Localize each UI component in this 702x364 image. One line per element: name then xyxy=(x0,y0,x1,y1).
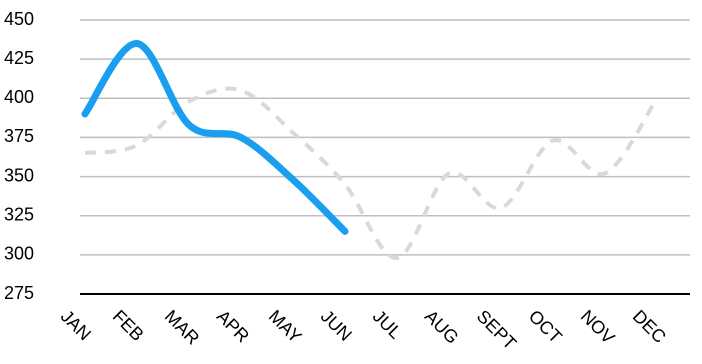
y-tick-label: 325 xyxy=(4,204,34,224)
x-tick-label: MAR xyxy=(161,306,203,348)
x-tick-label: MAY xyxy=(265,306,306,347)
line-series xyxy=(84,86,659,260)
x-tick-label: SEPT xyxy=(473,306,520,353)
x-tick-label: AUG xyxy=(421,306,463,348)
y-tick-label: 300 xyxy=(4,244,34,264)
x-tick-label: FEB xyxy=(109,306,148,345)
x-tick-label: JUN xyxy=(317,306,356,345)
y-tick-label: 350 xyxy=(4,165,34,185)
x-tick-label: APR xyxy=(213,306,253,346)
y-tick-label: 275 xyxy=(4,283,34,303)
x-tick-label: NOV xyxy=(577,306,619,348)
y-tick-label: 425 xyxy=(4,48,34,68)
x-tick-label: DEC xyxy=(629,306,670,347)
x-tick-label: JUL xyxy=(369,306,406,343)
y-tick-label: 450 xyxy=(4,9,34,29)
y-tick-label: 375 xyxy=(4,126,34,146)
x-tick-label: JAN xyxy=(57,306,95,344)
x-tick-label: OCT xyxy=(525,306,566,347)
y-tick-label: 400 xyxy=(4,87,34,107)
line-series xyxy=(81,39,349,235)
